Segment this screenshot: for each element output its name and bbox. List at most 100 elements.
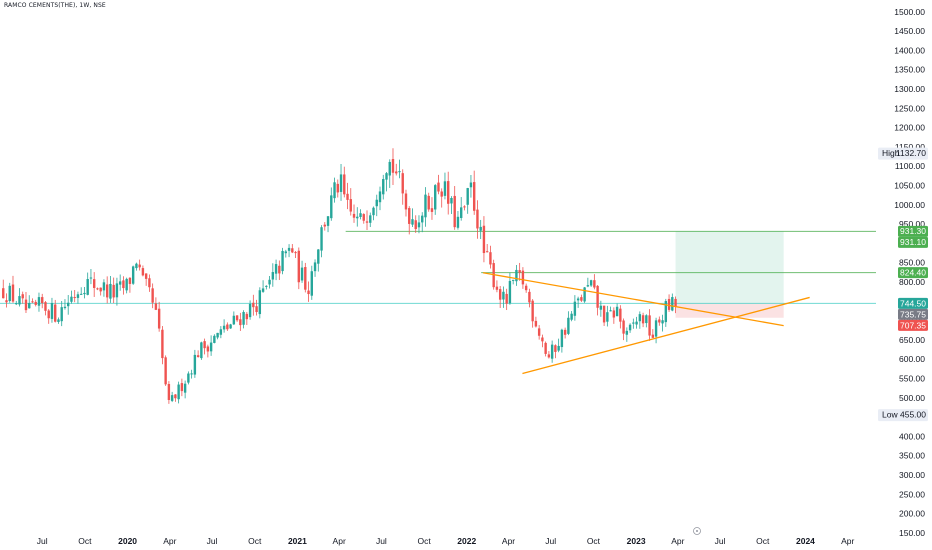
candle-body-69 [226, 324, 229, 330]
candle-body-60 [196, 355, 200, 358]
candle-body-175 [570, 313, 573, 320]
candle-body-45 [148, 278, 151, 288]
candle-body-66 [216, 332, 219, 338]
candle-body-117 [382, 179, 385, 195]
x-tick-label: 2022 [457, 536, 476, 546]
candle-body-145 [472, 182, 476, 211]
candle-body-176 [573, 301, 577, 316]
candle-body-124 [404, 193, 408, 210]
candle-body-43 [141, 268, 145, 276]
candle-body-123 [401, 173, 404, 194]
y-tick-label: 1050.00 [894, 181, 925, 191]
candle-body-137 [447, 181, 450, 204]
candle-body-28 [92, 279, 96, 288]
y-tick-label: 250.00 [899, 489, 925, 499]
price-tag-label: 931.30 [900, 226, 926, 236]
candle-body-127 [414, 220, 417, 230]
candle-body-15 [50, 303, 54, 319]
price-tag-bg-0 [898, 225, 928, 237]
candle-body-81 [265, 285, 268, 287]
candle-body-50 [164, 357, 167, 385]
candle-body-200 [651, 334, 655, 338]
candle-body-195 [635, 321, 638, 325]
candle-body-142 [463, 206, 466, 208]
candle-body-80 [261, 288, 265, 292]
y-tick-label: 1400.00 [894, 45, 925, 55]
goto-date-icon [693, 527, 701, 535]
trend-line-0 [482, 272, 784, 327]
candle-body-94 [307, 290, 310, 295]
candle-body-95 [310, 271, 313, 296]
x-tick-label: Jul [207, 536, 218, 546]
x-tick-label: Oct [587, 536, 601, 546]
hl-marker-label: Low [882, 410, 898, 420]
candle-body-187 [609, 310, 612, 312]
candle-body-207 [674, 298, 677, 307]
price-tag-label: 735.75 [900, 309, 926, 319]
candle-body-47 [154, 303, 158, 310]
candle-body-178 [580, 297, 583, 301]
price-tag-label: 707.35 [900, 320, 926, 330]
candle-body-125 [408, 208, 411, 224]
candle-body-77 [252, 302, 255, 308]
candle-body-57 [187, 373, 190, 383]
candle-body-196 [638, 314, 642, 322]
candle-body-4 [15, 303, 18, 305]
candle-body-141 [459, 207, 463, 219]
candle-body-10 [34, 301, 37, 305]
candle-body-114 [372, 207, 375, 216]
candle-body-87 [284, 251, 288, 254]
y-tick-label: 1300.00 [894, 84, 925, 94]
stop-zone [675, 303, 784, 318]
y-tick-label: 600.00 [899, 354, 925, 364]
candle-body-78 [255, 306, 258, 313]
candle-body-182 [593, 280, 596, 288]
candle-body-1 [5, 300, 8, 303]
candle-body-174 [567, 317, 570, 334]
y-tick-label: 1200.00 [894, 123, 925, 133]
candle-body-40 [131, 266, 135, 284]
y-tick-label: 1450.00 [894, 26, 925, 36]
y-tick-label: 500.00 [899, 393, 925, 403]
candle-body-102 [333, 182, 336, 199]
candle-body-154 [502, 291, 505, 300]
candle-body-193 [628, 324, 632, 331]
misc [693, 527, 701, 535]
candle-body-92 [300, 267, 304, 281]
candle-body-42 [138, 264, 141, 268]
candle-body-39 [128, 277, 132, 284]
candle-body-26 [86, 279, 89, 295]
trend-line-1 [522, 296, 810, 375]
candle-body-190 [619, 308, 622, 322]
candle-body-109 [356, 216, 359, 219]
candles [2, 148, 677, 404]
candle-body-138 [450, 198, 453, 204]
candle-body-31 [102, 282, 106, 291]
candle-body-21 [70, 296, 73, 302]
horizontal-levels [0, 230, 876, 304]
candle-body-68 [222, 325, 226, 330]
candle-body-161 [524, 285, 528, 291]
candle-body-71 [232, 315, 236, 325]
candle-body-183 [596, 285, 599, 308]
price-tag-bg-5 [898, 319, 928, 331]
candle-body-2 [8, 285, 11, 302]
candle-body-201 [654, 320, 658, 337]
candle-body-34 [112, 284, 115, 298]
candle-body-166 [541, 337, 544, 342]
y-tick-label: 150.00 [899, 528, 925, 538]
y-tick-label: 1150.00 [895, 142, 925, 152]
candle-body-198 [645, 315, 648, 324]
y-tick-label: 400.00 [899, 431, 925, 441]
candle-body-35 [115, 283, 119, 298]
candle-body-23 [76, 294, 80, 298]
candle-body-146 [476, 209, 479, 229]
candle-body-107 [349, 199, 352, 212]
candle-body-156 [508, 280, 512, 304]
candle-body-64 [209, 342, 213, 352]
x-axis: Jul Oct 2020 Apr Jul Oct 2021 Apr Jul Oct 2022 Apr J… [37, 536, 855, 546]
candle-body-144 [469, 182, 473, 188]
price-tag-bg-3 [898, 297, 928, 309]
